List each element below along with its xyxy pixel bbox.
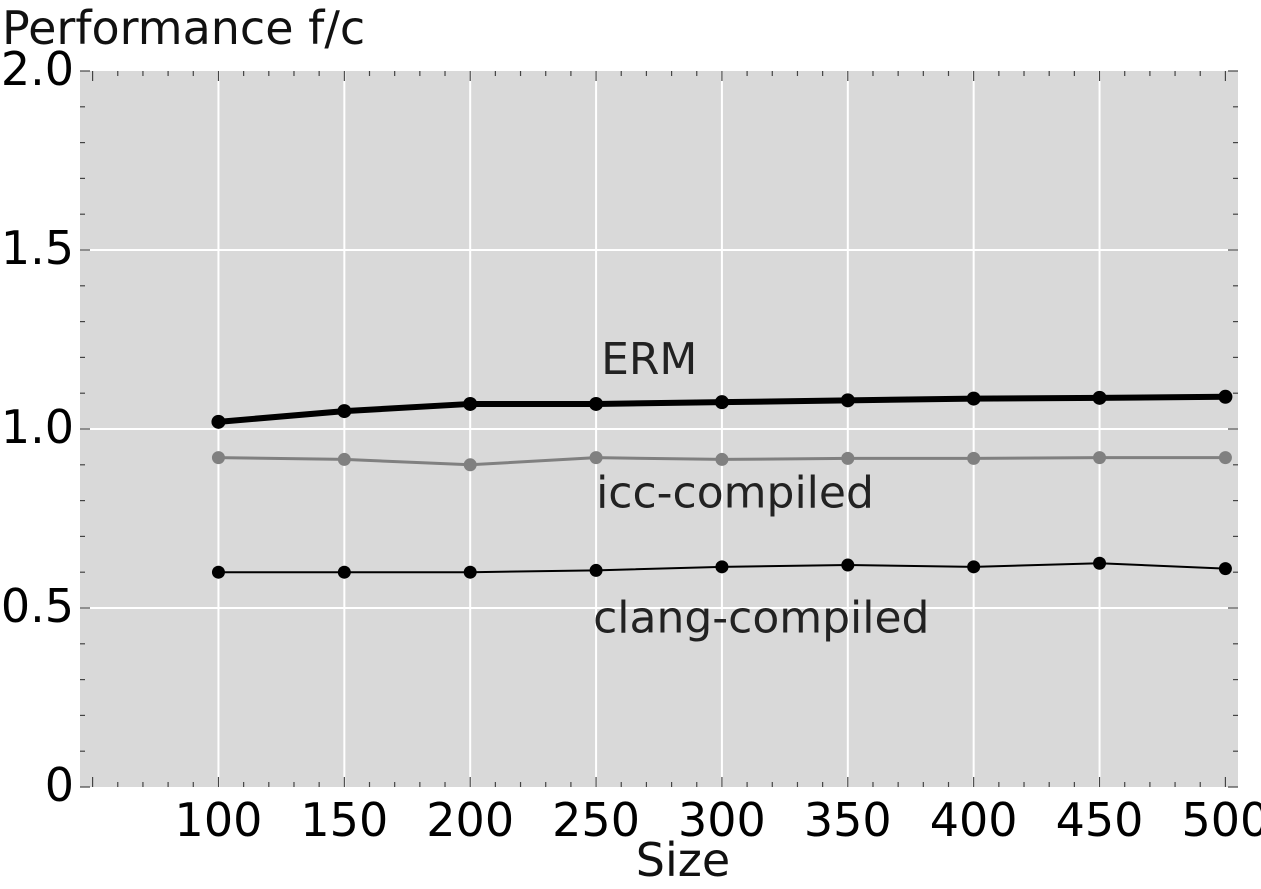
data-point xyxy=(841,558,855,572)
data-point xyxy=(589,451,603,465)
x-tick-label: 150 xyxy=(300,793,388,847)
x-tick-label: 100 xyxy=(175,793,263,847)
data-point xyxy=(1092,390,1107,405)
series-layer: ERM icc-compiled clang-compiled xyxy=(211,334,1233,643)
x-axis-title: Size xyxy=(636,833,730,887)
data-point xyxy=(1218,562,1232,576)
data-point xyxy=(841,451,855,465)
series-label: icc-compiled xyxy=(596,468,874,519)
series-clang-compiled: clang-compiled xyxy=(211,556,1232,643)
data-point xyxy=(337,565,351,579)
x-tick-label: 500 xyxy=(1182,793,1261,847)
x-tick-label: 450 xyxy=(1056,793,1144,847)
data-point xyxy=(211,414,226,429)
series-icc-compiled: icc-compiled xyxy=(211,451,1232,519)
data-point xyxy=(211,565,225,579)
axis-ticks xyxy=(80,70,1238,788)
data-point xyxy=(1218,389,1233,404)
data-point xyxy=(714,395,729,410)
x-tick-label: 350 xyxy=(804,793,892,847)
grid-lines xyxy=(80,71,1238,787)
data-point xyxy=(463,396,478,411)
data-point xyxy=(967,560,981,574)
data-point xyxy=(211,451,225,465)
data-point xyxy=(1218,451,1232,465)
data-point xyxy=(463,565,477,579)
x-tick-label: 200 xyxy=(426,793,514,847)
data-point xyxy=(337,452,351,466)
y-axis-title: Performance f/c xyxy=(2,1,365,55)
x-tick-label: 250 xyxy=(552,793,640,847)
data-point xyxy=(715,560,729,574)
x-tick-label: 400 xyxy=(930,793,1018,847)
series-erm: ERM xyxy=(211,334,1233,429)
x-tick-label: 300 xyxy=(678,793,766,847)
y-tick-label: 2.0 xyxy=(1,42,74,96)
data-point xyxy=(463,458,477,472)
data-point xyxy=(715,452,729,466)
tick-labels: 0 0.5 1.0 1.5 2.0 100 150 200 250 300 350 400 450 500 xyxy=(1,42,1261,847)
y-tick-label: 1.0 xyxy=(1,400,74,454)
series-label: clang-compiled xyxy=(593,592,929,643)
data-point xyxy=(967,451,981,465)
data-point xyxy=(337,404,352,419)
data-point xyxy=(1093,451,1107,465)
y-tick-label: 0.5 xyxy=(1,579,74,633)
y-tick-label: 0 xyxy=(45,758,74,812)
y-tick-label: 1.5 xyxy=(1,221,74,275)
series-label: ERM xyxy=(601,334,697,385)
data-point xyxy=(966,391,981,406)
data-point xyxy=(1093,556,1107,570)
data-point xyxy=(589,563,603,577)
data-point xyxy=(840,393,855,408)
data-point xyxy=(589,396,604,411)
